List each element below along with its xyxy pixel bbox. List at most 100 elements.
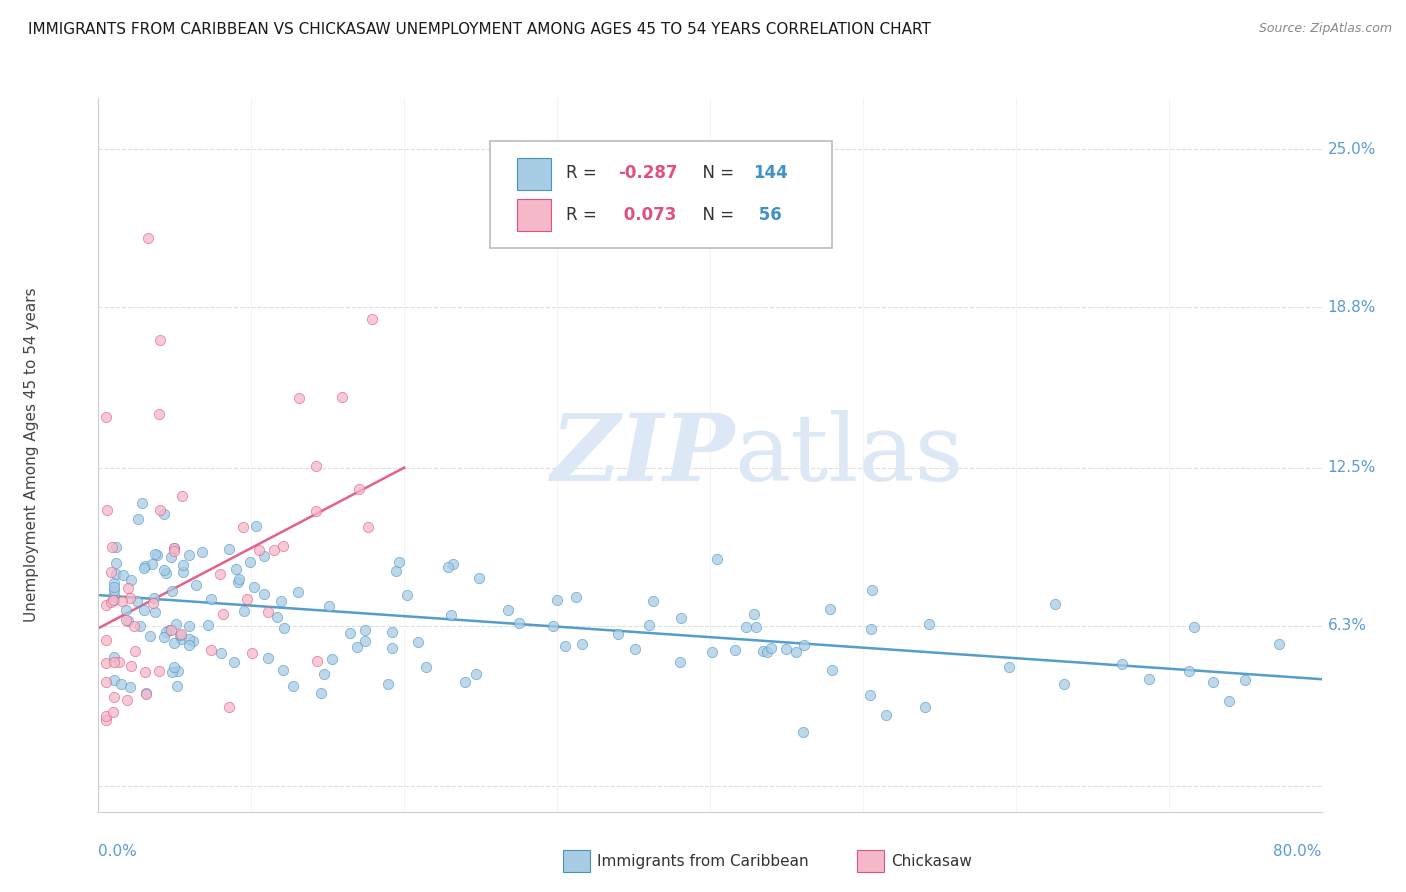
Point	[179, 638, 201, 652]
Point	[441, 557, 464, 571]
Point	[134, 665, 156, 679]
Point	[742, 607, 765, 621]
Point	[127, 512, 149, 526]
Point	[287, 585, 309, 599]
Point	[117, 581, 139, 595]
Point	[240, 647, 263, 661]
Point	[1202, 674, 1225, 689]
Point	[94, 632, 117, 647]
Point	[247, 543, 270, 558]
Point	[132, 560, 155, 574]
Point	[177, 632, 200, 646]
Point	[141, 557, 163, 571]
Text: IMMIGRANTS FROM CARIBBEAN VS CHICKASAW UNEMPLOYMENT AMONG AGES 45 TO 54 YEARS CO: IMMIGRANTS FROM CARIBBEAN VS CHICKASAW U…	[28, 22, 931, 37]
Point	[377, 677, 399, 691]
Text: R =: R =	[565, 164, 602, 182]
Point	[353, 634, 375, 648]
Point	[160, 665, 183, 679]
Point	[309, 686, 332, 700]
Text: 56: 56	[752, 206, 782, 224]
Point	[103, 576, 125, 591]
Point	[253, 587, 276, 601]
Point	[436, 560, 458, 574]
Point	[233, 604, 256, 618]
Point	[134, 559, 156, 574]
Text: N =: N =	[692, 206, 740, 224]
Text: Immigrants from Caribbean: Immigrants from Caribbean	[598, 855, 808, 869]
Point	[360, 312, 382, 326]
Point	[785, 645, 807, 659]
Point	[153, 564, 176, 578]
Point	[142, 596, 165, 610]
Point	[759, 640, 782, 655]
Point	[103, 690, 125, 704]
Bar	[564, 849, 591, 872]
Text: Unemployment Among Ages 45 to 54 years: Unemployment Among Ages 45 to 54 years	[24, 287, 38, 623]
Point	[100, 595, 122, 609]
Point	[115, 602, 138, 616]
Point	[149, 503, 172, 517]
Point	[153, 630, 176, 644]
Point	[100, 566, 122, 580]
Point	[148, 408, 170, 422]
Bar	[517, 200, 551, 232]
Point	[96, 675, 118, 690]
Point	[103, 583, 125, 598]
Point	[498, 603, 520, 617]
Point	[305, 459, 328, 474]
Point	[165, 617, 187, 632]
Point	[120, 573, 142, 587]
Point	[1053, 677, 1076, 691]
Point	[107, 655, 129, 669]
Point	[125, 594, 148, 608]
Point	[228, 572, 250, 586]
Text: 80.0%: 80.0%	[1274, 844, 1322, 859]
Text: ZIP: ZIP	[550, 410, 734, 500]
Point	[1182, 620, 1205, 634]
Point	[347, 482, 370, 496]
Point	[226, 575, 249, 590]
Point	[321, 652, 343, 666]
Point	[266, 609, 288, 624]
Point	[564, 590, 586, 604]
Point	[356, 519, 378, 533]
Point	[157, 623, 180, 637]
Point	[318, 599, 340, 613]
Text: Chickasaw: Chickasaw	[891, 855, 972, 869]
Point	[388, 555, 411, 569]
Point	[103, 588, 125, 602]
Point	[104, 556, 127, 570]
Point	[148, 664, 170, 678]
Point	[346, 640, 368, 655]
Bar	[517, 158, 551, 190]
Point	[232, 520, 254, 534]
Point	[163, 541, 186, 556]
Point	[858, 688, 880, 702]
Point	[120, 680, 142, 694]
Point	[440, 608, 463, 623]
Point	[756, 645, 779, 659]
Point	[181, 633, 204, 648]
Point	[821, 663, 844, 677]
Point	[103, 580, 125, 594]
Point	[641, 594, 664, 608]
Point	[271, 539, 294, 553]
Point	[1137, 672, 1160, 686]
Point	[546, 593, 568, 607]
Point	[222, 655, 245, 669]
Point	[155, 624, 177, 639]
Point	[624, 641, 647, 656]
Text: N =: N =	[692, 164, 740, 182]
Point	[914, 699, 936, 714]
Point	[669, 610, 692, 624]
Point	[169, 627, 191, 641]
Bar	[856, 849, 884, 872]
Point	[160, 550, 183, 565]
Text: R =: R =	[565, 206, 602, 224]
Point	[454, 675, 477, 690]
Point	[96, 713, 118, 727]
Point	[94, 656, 117, 670]
Text: 0.0%: 0.0%	[98, 844, 138, 859]
Point	[143, 591, 166, 606]
Point	[917, 617, 939, 632]
